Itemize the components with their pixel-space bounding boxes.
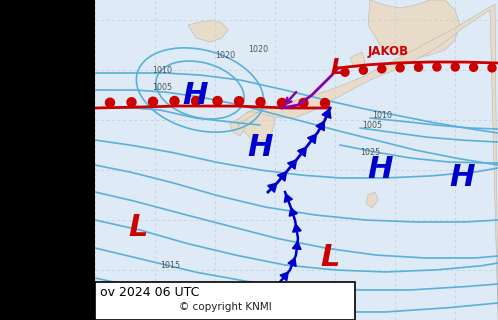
Bar: [0, 0, 95, 320]
Circle shape: [213, 97, 222, 106]
Circle shape: [451, 63, 459, 71]
Polygon shape: [240, 108, 275, 142]
Circle shape: [256, 98, 265, 107]
Text: 1010: 1010: [152, 66, 172, 75]
Circle shape: [106, 98, 115, 107]
Circle shape: [378, 65, 386, 73]
Circle shape: [341, 68, 349, 76]
Polygon shape: [366, 192, 378, 208]
Text: H: H: [449, 164, 475, 193]
Text: ov 2024 06 UTC: ov 2024 06 UTC: [100, 286, 199, 299]
Text: L: L: [128, 213, 148, 243]
Text: 1025: 1025: [360, 148, 380, 157]
Circle shape: [127, 98, 136, 107]
Circle shape: [488, 64, 496, 72]
Polygon shape: [238, 4, 498, 320]
Circle shape: [414, 63, 422, 71]
Circle shape: [170, 97, 179, 106]
Polygon shape: [188, 20, 228, 42]
Bar: [95, 282, 355, 320]
Text: © copyright KNMI: © copyright KNMI: [179, 302, 271, 312]
Polygon shape: [368, 0, 460, 58]
Text: JAKOB: JAKOB: [368, 45, 409, 59]
Text: 1015: 1015: [160, 261, 180, 270]
Circle shape: [192, 97, 201, 106]
Circle shape: [235, 97, 244, 106]
Circle shape: [148, 97, 157, 106]
Circle shape: [433, 63, 441, 71]
Text: 1010: 1010: [372, 111, 392, 120]
Text: 1020: 1020: [248, 45, 268, 54]
Circle shape: [396, 64, 404, 72]
Circle shape: [299, 99, 308, 108]
Text: H: H: [182, 81, 208, 109]
Circle shape: [277, 98, 286, 108]
Bar: [95, 0, 498, 320]
Text: 1005: 1005: [362, 121, 382, 130]
Circle shape: [470, 63, 478, 71]
Text: L: L: [320, 244, 340, 273]
Text: 1005: 1005: [152, 83, 172, 92]
Text: L: L: [331, 58, 345, 78]
Polygon shape: [350, 52, 365, 70]
Polygon shape: [230, 118, 245, 136]
Text: H: H: [367, 156, 393, 185]
Circle shape: [360, 66, 368, 74]
Text: 1020: 1020: [215, 51, 235, 60]
Text: H: H: [247, 133, 273, 163]
Circle shape: [321, 99, 330, 108]
